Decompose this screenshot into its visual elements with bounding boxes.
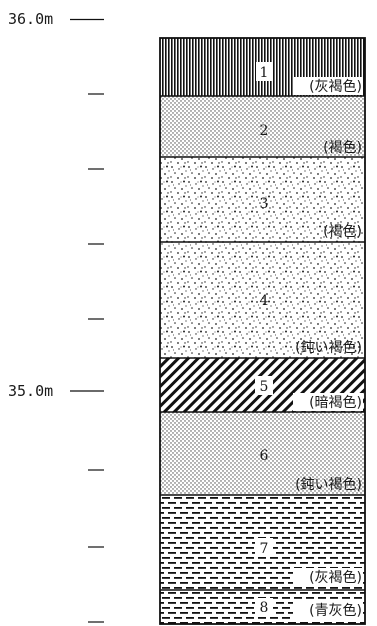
layer-7-number: 7	[260, 541, 269, 557]
layer-3-fill	[160, 157, 365, 242]
layer-2: 2 (褐色)	[160, 96, 365, 157]
layer-8-color: (青灰色)	[309, 602, 362, 619]
layer-1-number: 1	[260, 65, 269, 81]
layer-1-color: (灰褐色)	[309, 78, 362, 95]
layer-1-number-bg	[256, 62, 272, 81]
layer-5-color-bg	[293, 393, 363, 411]
layer-8-number-bg	[255, 598, 273, 617]
layer-7-color: (灰褐色)	[309, 569, 362, 586]
layer-boundaries	[160, 95, 365, 591]
scale-ticks	[88, 93, 104, 623]
layer-8: 8 (青灰色)	[160, 590, 365, 624]
layer-4-fill	[160, 242, 365, 358]
elevation-label-mid: 35.0m	[8, 382, 53, 400]
layer-5-color: (暗褐色)	[309, 394, 362, 411]
layer-7: 7 (灰褐色)	[160, 495, 365, 590]
layer-2-color: (褐色)	[323, 139, 362, 156]
layer-6-color: (鈍い褐色)	[295, 476, 362, 493]
layer-5-number: 5	[260, 379, 269, 395]
elevation-label-top: 36.0m	[8, 10, 53, 28]
layer-4-color: (鈍い褐色)	[295, 339, 362, 356]
layer-3-color: (褐色)	[323, 223, 362, 240]
layer-6-number: 6	[260, 448, 269, 464]
layer-7-number-bg	[255, 538, 273, 557]
layer-2-fill	[160, 96, 365, 157]
layer-4-number: 4	[260, 293, 269, 309]
layer-6: 6 (鈍い褐色)	[160, 412, 365, 495]
layer-8-color-bg	[293, 601, 363, 619]
layer-6-fill	[160, 412, 365, 495]
layer-1-color-bg	[293, 77, 363, 95]
layer-2-number: 2	[260, 123, 269, 139]
layer-1: 1 (灰褐色)	[160, 38, 365, 96]
layer-5: 5 (暗褐色)	[160, 358, 365, 412]
layer-3-number: 3	[260, 196, 269, 212]
layer-3: 3 (褐色)	[160, 157, 365, 242]
layer-4: 4 (鈍い褐色)	[160, 242, 365, 358]
layer-7-color-bg	[293, 568, 363, 586]
column-outline	[159, 37, 366, 625]
layer-5-number-bg	[255, 376, 273, 395]
layer-8-number: 8	[260, 600, 269, 616]
